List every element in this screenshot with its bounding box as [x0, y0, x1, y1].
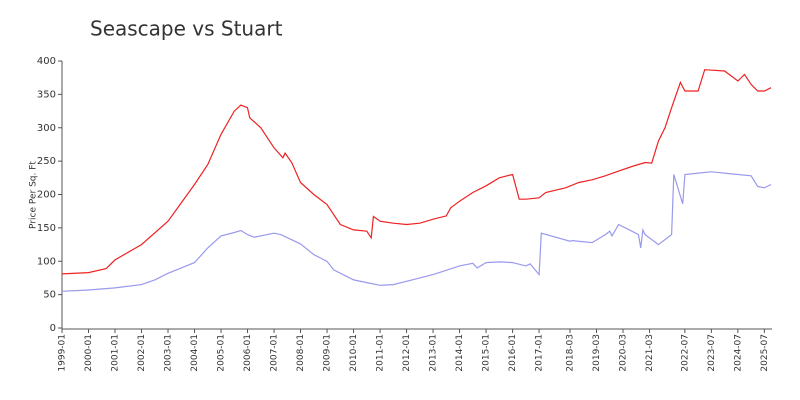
x-tick-label: 2017-01: [535, 334, 545, 372]
x-tick-label: 2010-01: [349, 334, 359, 372]
y-tick-label: 0: [50, 323, 56, 334]
x-tick-label: 2003-01: [164, 334, 174, 372]
x-tick-label: 2001-01: [111, 334, 121, 372]
y-axis-label: Price Per Sq. Ft: [29, 161, 39, 229]
x-tick-label: 2013-01: [429, 334, 439, 372]
y-tick-label: 300: [37, 123, 56, 134]
x-tick-label: 2009-01: [323, 334, 333, 372]
x-tick-label: 2005-01: [217, 334, 227, 372]
x-tick-label: 2008-01: [296, 334, 306, 372]
x-tick-label: 2000-01: [84, 334, 94, 372]
x-tick-label: 2023-07: [707, 334, 717, 372]
y-tick-label: 350: [37, 89, 56, 100]
y-tick-label: 100: [37, 256, 56, 267]
x-tick-label: 2011-01: [376, 334, 386, 372]
x-tick-label: 2019-03: [592, 334, 602, 372]
x-tick-label: 2024-07: [733, 334, 743, 372]
y-tick-label: 250: [37, 156, 56, 167]
x-tick-label: 2015-01: [482, 334, 492, 372]
y-tick-label: 400: [37, 56, 56, 67]
chart-title: Seascape vs Stuart: [90, 17, 283, 41]
x-tick-label: 2012-01: [402, 334, 412, 372]
y-tick-label: 200: [37, 190, 56, 201]
x-tick-label: 2020-03: [619, 334, 629, 372]
x-tick-label: 2014-01: [455, 334, 465, 372]
x-tick-label: 2018-03: [566, 334, 576, 372]
x-tick-label: 2006-01: [243, 334, 253, 372]
x-tick-label: 2021-03: [645, 334, 655, 372]
y-tick-label: 50: [43, 290, 56, 301]
series-line: [61, 171, 772, 292]
x-tick-label: 2004-01: [190, 334, 200, 372]
series-line: [61, 69, 772, 275]
x-tick-label: 2002-01: [137, 334, 147, 372]
x-tick-label: 2016-01: [508, 334, 518, 372]
x-tick-label: 2025-07: [760, 334, 770, 372]
x-tick-label: 2007-01: [270, 334, 280, 372]
y-tick-label: 150: [37, 223, 56, 234]
x-tick-label: 2022-07: [680, 334, 690, 372]
x-tick-label: 1999-01: [58, 334, 68, 372]
